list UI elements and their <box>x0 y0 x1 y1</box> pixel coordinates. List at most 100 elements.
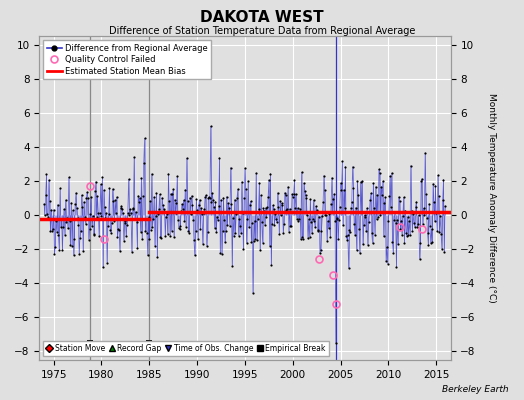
Point <box>49 206 58 213</box>
Point <box>115 226 123 233</box>
Point <box>129 205 138 211</box>
Point <box>312 206 321 213</box>
Point <box>416 240 424 246</box>
Point <box>306 196 314 202</box>
Point <box>387 170 396 176</box>
Point <box>166 232 174 239</box>
Point <box>308 230 316 236</box>
Point <box>382 258 390 264</box>
Point <box>118 206 126 212</box>
Point <box>223 193 231 200</box>
Point <box>337 187 346 194</box>
Point <box>82 195 91 201</box>
Point <box>266 243 274 249</box>
Point <box>315 214 323 220</box>
Point <box>138 236 146 242</box>
Point <box>301 188 309 194</box>
Point <box>91 188 99 194</box>
Point <box>414 221 422 228</box>
Point <box>343 236 351 243</box>
Point <box>176 223 184 230</box>
Point <box>213 214 221 220</box>
Point <box>195 196 204 203</box>
Point <box>376 170 384 176</box>
Point <box>277 200 286 206</box>
Point <box>205 194 213 200</box>
Y-axis label: Monthly Temperature Anomaly Difference (°C): Monthly Temperature Anomaly Difference (… <box>487 93 496 303</box>
Point <box>163 231 172 238</box>
Point <box>234 186 242 192</box>
Point <box>305 234 314 240</box>
Point <box>248 220 256 226</box>
Point <box>359 222 368 228</box>
Point <box>429 180 438 187</box>
Point <box>345 227 354 233</box>
Point <box>197 205 205 212</box>
Point <box>353 178 362 184</box>
Point <box>234 232 243 239</box>
Point <box>171 196 179 203</box>
Point <box>57 224 65 230</box>
Point <box>101 204 109 210</box>
Point <box>243 216 252 222</box>
Point <box>109 198 117 204</box>
Point <box>263 214 271 220</box>
Point <box>385 192 394 199</box>
Point <box>107 220 116 226</box>
Point <box>320 172 328 179</box>
Point <box>125 211 134 218</box>
Point <box>187 211 195 217</box>
Point <box>136 229 145 235</box>
Point <box>288 191 296 197</box>
Point <box>172 200 181 206</box>
Point <box>354 192 363 198</box>
Point <box>329 196 337 202</box>
Point <box>168 228 176 234</box>
Point <box>423 230 432 236</box>
Point <box>217 197 225 203</box>
Point <box>151 213 160 219</box>
Point <box>291 204 299 211</box>
Point <box>191 252 199 259</box>
Point <box>74 222 83 228</box>
Point <box>266 170 275 177</box>
Point <box>249 290 257 296</box>
Point <box>335 217 343 224</box>
Point <box>55 246 63 253</box>
Point <box>89 230 97 237</box>
Point <box>400 240 409 246</box>
Point <box>156 191 164 198</box>
Point <box>350 221 358 228</box>
Point <box>40 201 48 207</box>
Point <box>377 184 386 190</box>
Point <box>231 230 239 236</box>
Point <box>364 218 373 225</box>
Point <box>402 233 411 239</box>
Point <box>434 193 443 200</box>
Point <box>356 178 365 185</box>
Point <box>334 236 342 242</box>
Point <box>409 210 417 217</box>
Point <box>42 171 51 178</box>
Point <box>208 190 216 196</box>
Point <box>269 206 278 212</box>
Point <box>194 236 202 242</box>
Point <box>124 176 133 182</box>
Point <box>128 206 137 212</box>
Point <box>304 216 313 222</box>
Point <box>135 198 143 205</box>
Point <box>332 340 340 346</box>
Point <box>119 237 128 244</box>
Point <box>299 235 308 242</box>
Point <box>149 216 158 222</box>
Point <box>222 228 230 234</box>
Point <box>284 184 292 190</box>
Point <box>202 242 211 249</box>
Point <box>73 205 81 211</box>
Point <box>168 191 177 197</box>
Point <box>110 218 118 224</box>
Point <box>287 222 296 229</box>
Point <box>171 210 180 216</box>
Point <box>183 198 192 204</box>
Point <box>210 204 218 211</box>
